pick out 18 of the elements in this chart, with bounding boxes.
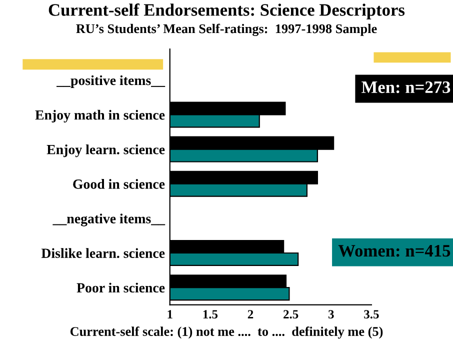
y-tick-label: Good in science [73, 179, 165, 189]
y-tick-label: __negative items__ [52, 214, 166, 226]
chart-title: Current-self Endorsements: Science Descriptors [48, 3, 405, 20]
x-tick-label: 3.5 [364, 310, 379, 319]
x-axis-title: Current-self scale: (1) not me .... to .... definitely me (5) [70, 326, 383, 339]
x-tick-label: 2 [248, 310, 254, 318]
text: Women: n=415 [338, 245, 450, 257]
y-tick-label: Poor in science [76, 282, 165, 293]
y-tick-label: Dislike learn. science [41, 248, 165, 258]
y-tick-label: Enjoy learn. science [46, 144, 165, 158]
x-tick-label: 2.5 [284, 310, 298, 319]
chart-subtitle: RU’s Students’ Mean Self-ratings: 1997-1998 Sample [76, 24, 377, 36]
text: Men: n=273 [362, 81, 450, 94]
y-tick-label: __positive items__ [56, 75, 166, 88]
x-tick-label: 3 [328, 310, 334, 319]
y-tick-label: Enjoy math in science [35, 110, 165, 123]
x-tick-label: 1.5 [203, 310, 218, 319]
x-tick-label: 1 [168, 310, 172, 318]
